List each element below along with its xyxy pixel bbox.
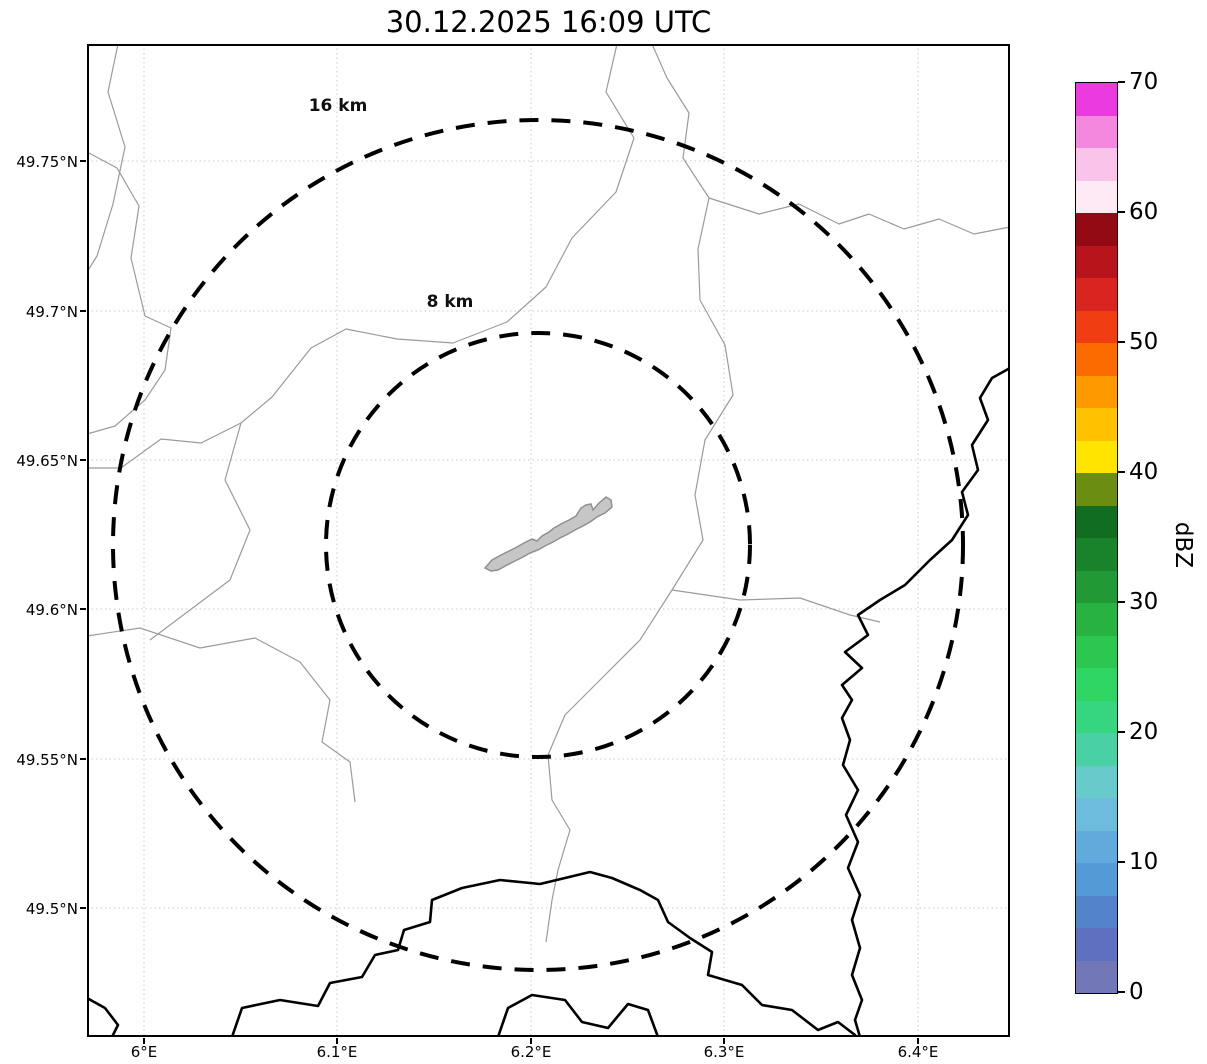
x-axis-tick-label: 6.1°E bbox=[316, 1043, 358, 1061]
colorbar-band bbox=[1076, 83, 1117, 116]
colorbar-tick bbox=[1118, 81, 1125, 83]
colorbar-tick-label: 20 bbox=[1129, 719, 1159, 745]
y-axis-tick bbox=[80, 758, 86, 760]
colorbar-gradient bbox=[1076, 83, 1117, 993]
colorbar-tick-label: 30 bbox=[1129, 589, 1159, 615]
country-borders bbox=[87, 366, 1010, 1037]
colorbar-band bbox=[1076, 668, 1117, 701]
colorbar-band bbox=[1076, 375, 1117, 408]
colorbar-band bbox=[1076, 733, 1117, 766]
y-axis-tick bbox=[80, 608, 86, 610]
colorbar-band bbox=[1076, 213, 1117, 246]
colorbar-label: dBZ bbox=[1170, 521, 1196, 569]
colorbar-band bbox=[1076, 310, 1117, 343]
colorbar-band bbox=[1076, 928, 1117, 961]
x-axis-tick-label: 6°E bbox=[130, 1043, 158, 1061]
y-axis-tick bbox=[80, 459, 86, 461]
colorbar-tick-label: 50 bbox=[1129, 329, 1159, 355]
colorbar-band bbox=[1076, 635, 1117, 668]
colorbar-tick-label: 0 bbox=[1129, 979, 1144, 1005]
colorbar-band bbox=[1076, 765, 1117, 798]
y-axis-tick bbox=[80, 160, 86, 162]
colorbar-band bbox=[1076, 115, 1117, 148]
colorbar-band bbox=[1076, 148, 1117, 181]
colorbar-tick bbox=[1118, 341, 1125, 343]
x-axis-tick bbox=[917, 1038, 919, 1044]
map-frame bbox=[87, 44, 1010, 1037]
colorbar-band bbox=[1076, 473, 1117, 506]
x-axis-tick bbox=[336, 1038, 338, 1044]
colorbar-band bbox=[1076, 180, 1117, 213]
colorbar-tick bbox=[1118, 211, 1125, 213]
colorbar-tick bbox=[1118, 731, 1125, 733]
colorbar-band bbox=[1076, 570, 1117, 603]
range-ring-8km-label: 8 km bbox=[427, 292, 474, 312]
y-axis-tick-label: 49.5°N bbox=[25, 900, 78, 918]
colorbar-band bbox=[1076, 245, 1117, 278]
y-axis-tick-label: 49.75°N bbox=[16, 153, 78, 171]
south-border-dip bbox=[496, 993, 660, 1037]
x-axis-tick-label: 6.3°E bbox=[703, 1043, 745, 1061]
colorbar-tick bbox=[1118, 991, 1125, 993]
y-axis-tick-label: 49.55°N bbox=[16, 751, 78, 769]
colorbar-tick-label: 70 bbox=[1129, 69, 1159, 95]
colorbar-band bbox=[1076, 408, 1117, 441]
x-axis-tick bbox=[723, 1038, 725, 1044]
y-axis-tick bbox=[80, 907, 86, 909]
y-axis-tick bbox=[80, 310, 86, 312]
colorbar-tick bbox=[1118, 471, 1125, 473]
y-axis-tick-label: 49.6°N bbox=[25, 601, 78, 619]
range-ring-8km bbox=[324, 331, 752, 759]
colorbar-band bbox=[1076, 603, 1117, 636]
south-border bbox=[230, 870, 857, 1037]
colorbar-band bbox=[1076, 278, 1117, 311]
colorbar-tick-label: 60 bbox=[1129, 199, 1159, 225]
colorbar-tick-label: 40 bbox=[1129, 459, 1159, 485]
colorbar-band bbox=[1076, 798, 1117, 831]
radar-map: 16 km 8 km bbox=[87, 44, 1010, 1037]
x-axis-tick-label: 6.4°E bbox=[897, 1043, 939, 1061]
colorbar-band bbox=[1076, 505, 1117, 538]
colorbar-band bbox=[1076, 343, 1117, 376]
range-ring-16km bbox=[111, 118, 965, 972]
colorbar-band bbox=[1076, 538, 1117, 571]
admin-boundaries bbox=[87, 44, 1010, 943]
colorbar-band bbox=[1076, 960, 1117, 993]
colorbar-tick-label: 10 bbox=[1129, 849, 1159, 875]
colorbar-band bbox=[1076, 700, 1117, 733]
corner-border bbox=[87, 996, 120, 1037]
colorbar-tick bbox=[1118, 861, 1125, 863]
y-axis-tick-label: 49.7°N bbox=[25, 303, 78, 321]
figure-title: 30.12.2025 16:09 UTC bbox=[385, 5, 712, 39]
colorbar-band bbox=[1076, 863, 1117, 896]
colorbar-band bbox=[1076, 830, 1117, 863]
colorbar-tick bbox=[1118, 601, 1125, 603]
x-axis-tick-label: 6.2°E bbox=[510, 1043, 552, 1061]
city-outline bbox=[483, 496, 613, 572]
y-axis-tick-label: 49.65°N bbox=[16, 452, 78, 470]
river-border bbox=[840, 366, 1010, 1037]
x-axis-tick bbox=[530, 1038, 532, 1044]
colorbar-band bbox=[1076, 895, 1117, 928]
range-ring-16km-label: 16 km bbox=[309, 96, 368, 116]
x-axis-tick bbox=[143, 1038, 145, 1044]
colorbar bbox=[1075, 82, 1118, 994]
colorbar-band bbox=[1076, 440, 1117, 473]
